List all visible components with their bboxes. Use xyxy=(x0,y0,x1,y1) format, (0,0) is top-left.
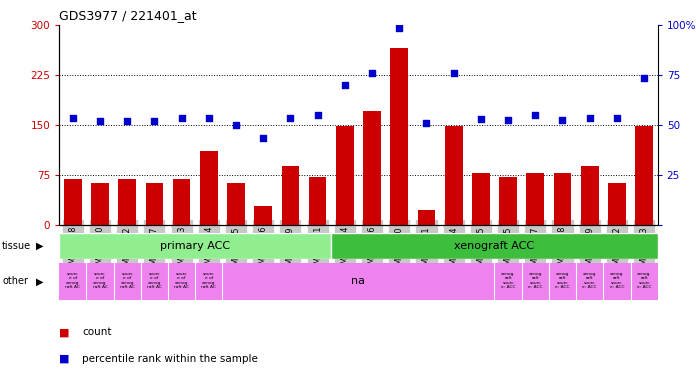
Point xyxy=(448,70,459,76)
Bar xyxy=(499,177,517,225)
Text: ■: ■ xyxy=(59,354,70,364)
Text: ▶: ▶ xyxy=(36,241,44,251)
Text: count: count xyxy=(82,327,111,337)
Bar xyxy=(91,184,109,225)
Bar xyxy=(336,126,354,225)
Text: tissue: tissue xyxy=(2,241,31,251)
Point xyxy=(122,118,133,124)
Text: sourc
e of
xenog
raft AC: sourc e of xenog raft AC xyxy=(65,272,80,289)
Bar xyxy=(200,151,218,225)
Point xyxy=(584,115,595,121)
Point xyxy=(68,115,79,121)
Point xyxy=(475,116,487,122)
Bar xyxy=(118,179,136,225)
Text: xenog
raft
sourc
e: ACC: xenog raft sourc e: ACC xyxy=(637,272,651,289)
Bar xyxy=(472,173,490,225)
Bar xyxy=(254,206,272,225)
Text: GDS3977 / 221401_at: GDS3977 / 221401_at xyxy=(59,9,197,22)
Bar xyxy=(363,111,381,225)
Bar xyxy=(581,166,599,225)
Bar xyxy=(608,184,626,225)
Bar xyxy=(553,173,571,225)
Text: sourc
e of
xenog
raft AC: sourc e of xenog raft AC xyxy=(201,272,216,289)
Point xyxy=(421,121,432,127)
Point xyxy=(367,70,378,76)
Point xyxy=(285,115,296,121)
Text: ■: ■ xyxy=(59,327,70,337)
Bar xyxy=(390,48,408,225)
Bar xyxy=(635,126,653,225)
Point xyxy=(530,112,541,118)
Point xyxy=(557,117,568,123)
Point xyxy=(611,115,622,121)
Text: xenog
raft
sourc
e: ACC: xenog raft sourc e: ACC xyxy=(583,272,597,289)
Point xyxy=(149,118,160,124)
Text: xenog
raft
sourc
e: ACC: xenog raft sourc e: ACC xyxy=(528,272,543,289)
Text: sourc
e of
xenog
raft AC: sourc e of xenog raft AC xyxy=(120,272,134,289)
Point xyxy=(503,117,514,123)
Point xyxy=(230,122,242,128)
Text: xenog
raft
sourc
e: ACC: xenog raft sourc e: ACC xyxy=(501,272,515,289)
Text: xenog
raft
sourc
e: ACC: xenog raft sourc e: ACC xyxy=(610,272,624,289)
Text: ▶: ▶ xyxy=(36,276,44,286)
Point xyxy=(176,115,187,121)
Text: sourc
e of
xenog
raft AC: sourc e of xenog raft AC xyxy=(147,272,162,289)
Bar xyxy=(173,179,191,225)
Text: sourc
e of
xenog
raft AC: sourc e of xenog raft AC xyxy=(174,272,189,289)
Text: xenograft ACC: xenograft ACC xyxy=(454,241,535,251)
Text: na: na xyxy=(351,276,365,286)
Point xyxy=(394,25,405,31)
Bar xyxy=(526,173,544,225)
Bar xyxy=(59,233,331,259)
Bar xyxy=(309,177,326,225)
Point xyxy=(312,113,323,119)
Bar xyxy=(418,210,435,225)
Text: percentile rank within the sample: percentile rank within the sample xyxy=(82,354,258,364)
Bar xyxy=(445,126,463,225)
Bar xyxy=(227,184,245,225)
Point xyxy=(638,75,649,81)
Point xyxy=(95,118,106,124)
Bar xyxy=(331,233,658,259)
Point xyxy=(339,82,350,88)
Text: xenog
raft
sourc
e: ACC: xenog raft sourc e: ACC xyxy=(555,272,570,289)
Bar xyxy=(145,184,164,225)
Text: other: other xyxy=(2,276,28,286)
Text: sourc
e of
xenog
raft AC: sourc e of xenog raft AC xyxy=(93,272,107,289)
Bar xyxy=(282,166,299,225)
Text: primary ACC: primary ACC xyxy=(160,241,230,251)
Point xyxy=(203,115,214,121)
Bar xyxy=(64,179,81,225)
Point xyxy=(258,135,269,141)
